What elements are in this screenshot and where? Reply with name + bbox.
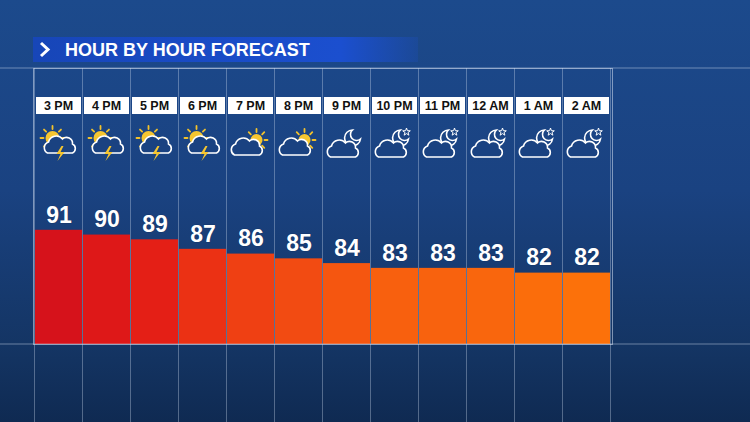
svg-text:9 PM: 9 PM [332, 99, 361, 113]
svg-text:83: 83 [430, 240, 456, 266]
svg-text:87: 87 [190, 221, 216, 247]
svg-text:6 PM: 6 PM [188, 99, 217, 113]
svg-text:7 PM: 7 PM [236, 99, 265, 113]
svg-text:5 PM: 5 PM [140, 99, 169, 113]
svg-text:8 PM: 8 PM [284, 99, 313, 113]
svg-text:1 AM: 1 AM [524, 99, 553, 113]
svg-text:83: 83 [382, 240, 408, 266]
svg-text:84: 84 [334, 235, 360, 261]
svg-text:91: 91 [46, 202, 72, 228]
svg-text:10 PM: 10 PM [376, 99, 412, 113]
svg-text:83: 83 [478, 240, 504, 266]
svg-text:11 PM: 11 PM [425, 99, 460, 113]
svg-text:86: 86 [238, 225, 264, 251]
svg-text:82: 82 [526, 244, 552, 270]
svg-text:82: 82 [574, 244, 600, 270]
svg-text:3 PM: 3 PM [44, 99, 73, 113]
svg-text:4 PM: 4 PM [92, 99, 121, 113]
svg-text:90: 90 [94, 206, 120, 232]
svg-text:89: 89 [142, 211, 168, 237]
svg-text:2 AM: 2 AM [572, 99, 601, 113]
svg-text:HOUR BY HOUR FORECAST: HOUR BY HOUR FORECAST [65, 40, 310, 60]
svg-text:85: 85 [286, 230, 312, 256]
svg-text:12 AM: 12 AM [472, 99, 508, 113]
